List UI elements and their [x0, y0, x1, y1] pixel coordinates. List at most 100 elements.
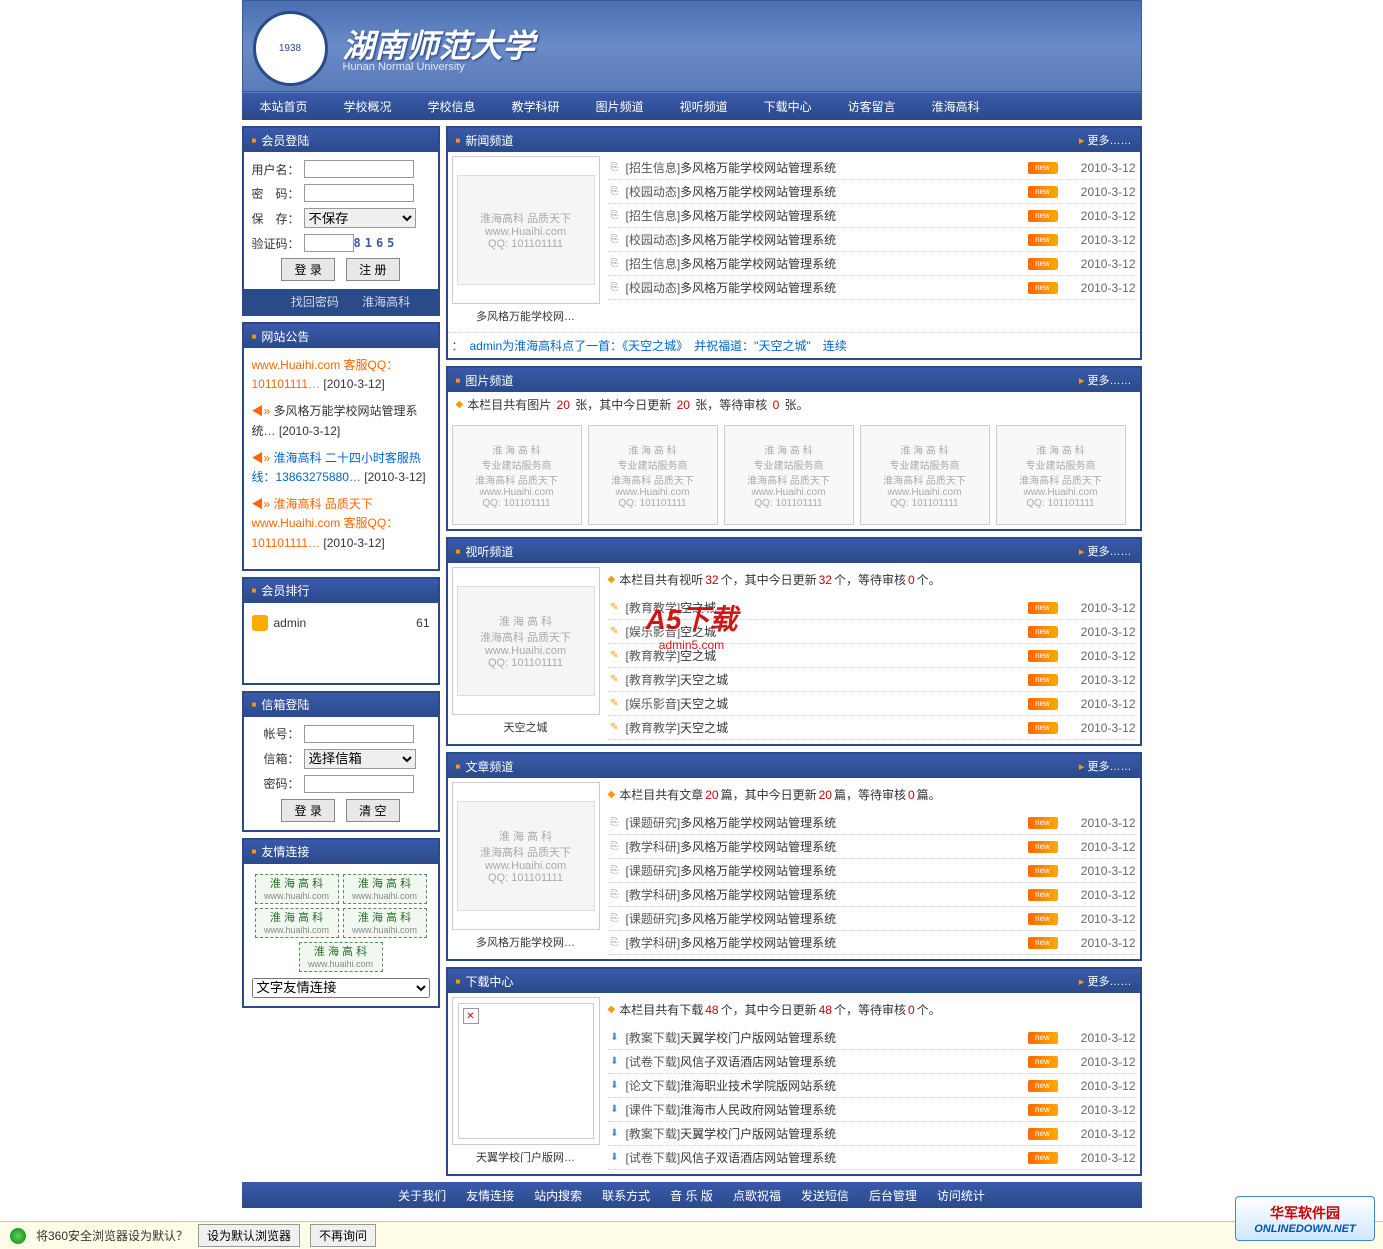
gallery-thumbnail[interactable]: 淮 海 高 科专业建站服务商淮海高科 品质天下www.Huaihi.comQQ:… [996, 425, 1126, 525]
mail-account-input[interactable] [304, 725, 414, 743]
footer-link[interactable]: 访问统计 [937, 1187, 985, 1204]
list-row[interactable]: ⎘[校园动态] 多风格万能学校网站管理系统new2010-3-12 [608, 180, 1136, 204]
list-row[interactable]: ⬇[教案下载] 天翼学校门户版网站管理系统new2010-3-12 [608, 1026, 1136, 1050]
register-button[interactable]: 注 册 [346, 258, 399, 281]
list-row[interactable]: ⬇[课件下载] 淮海市人民政府网站管理系统new2010-3-12 [608, 1098, 1136, 1122]
footer-link[interactable]: 站内搜索 [534, 1187, 582, 1204]
article-thumbnail[interactable]: 淮 海 高 科淮海高科 品质天下www.Huaihi.comQQ: 101101… [452, 782, 600, 930]
list-row[interactable]: ⬇[教案下载] 天翼学校门户版网站管理系统new2010-3-12 [608, 1122, 1136, 1146]
list-row[interactable]: ✎[教育教学] 空之城new2010-3-12 [608, 596, 1136, 620]
announce-header: 网站公告 [244, 324, 438, 348]
friend-select[interactable]: 文字友情连接 [252, 978, 430, 998]
pic-more-link[interactable]: 更多…… [1079, 372, 1132, 388]
new-badge: new [1028, 258, 1058, 270]
list-row[interactable]: ⎘[课题研究] 多风格万能学校网站管理系统new2010-3-12 [608, 859, 1136, 883]
announce-item[interactable]: ◀» 淮海高科 二十四小时客服热线：13863275880… [2010-3-1… [252, 449, 430, 487]
list-row[interactable]: ✎[教育教学] 空之城new2010-3-12 [608, 644, 1136, 668]
footer-link[interactable]: 发送短信 [801, 1187, 849, 1204]
list-row[interactable]: ⬇[试卷下载] 风信子双语酒店网站管理系统new2010-3-12 [608, 1050, 1136, 1074]
announce-item[interactable]: ◀» 淮海高科 品质天下 www.Huaihi.com 客服QQ：1011011… [252, 495, 430, 553]
news-more-link[interactable]: 更多…… [1079, 132, 1132, 148]
rank-header: 会员排行 [244, 579, 438, 603]
save-select[interactable]: 不保存 [304, 208, 416, 228]
list-row[interactable]: ✎[娱乐影音] 天空之城new2010-3-12 [608, 692, 1136, 716]
list-row[interactable]: ⎘[课题研究] 多风格万能学校网站管理系统new2010-3-12 [608, 907, 1136, 931]
rank-row[interactable]: admin61 [252, 611, 430, 635]
list-row[interactable]: ✎[教育教学] 天空之城new2010-3-12 [608, 716, 1136, 740]
list-row[interactable]: ⎘[招生信息] 多风格万能学校网站管理系统new2010-3-12 [608, 156, 1136, 180]
set-default-button[interactable]: 设为默认浏览器 [198, 1224, 300, 1247]
mail-box-select[interactable]: 选择信箱 [304, 749, 416, 769]
announce-panel: 网站公告 www.Huaihi.com 客服QQ：101101111… [201… [242, 322, 440, 571]
footer-link[interactable]: 联系方式 [602, 1187, 650, 1204]
gallery-thumbnail[interactable]: 淮 海 高 科专业建站服务商淮海高科 品质天下www.Huaihi.comQQ:… [724, 425, 854, 525]
article-thumb-caption: 多风格万能学校网… [452, 934, 600, 950]
friend-link[interactable]: 淮 海 高 科www.huaihi.com [343, 908, 427, 938]
announce-item[interactable]: ◀» 多风格万能学校网站管理系统… [2010-3-12] [252, 402, 430, 440]
download-more-link[interactable]: 更多…… [1079, 973, 1132, 989]
mail-login-button[interactable]: 登 录 [281, 799, 334, 822]
list-row[interactable]: ⎘[教学科研] 多风格万能学校网站管理系统new2010-3-12 [608, 883, 1136, 907]
video-more-link[interactable]: 更多…… [1079, 543, 1132, 559]
friend-link[interactable]: 淮 海 高 科www.huaihi.com [343, 874, 427, 904]
nav-item[interactable]: 视听频道 [662, 98, 746, 115]
nav-item[interactable]: 淮海高科 [914, 98, 998, 115]
new-badge: new [1028, 186, 1058, 198]
prompt-text: 将360安全浏览器设为默认？ [36, 1227, 188, 1244]
login-button[interactable]: 登 录 [281, 258, 334, 281]
list-row[interactable]: ⎘[校园动态] 多风格万能学校网站管理系统new2010-3-12 [608, 228, 1136, 252]
list-row[interactable]: ⎘[校园动态] 多风格万能学校网站管理系统new2010-3-12 [608, 276, 1136, 300]
list-row[interactable]: ⎘[招生信息] 多风格万能学校网站管理系统new2010-3-12 [608, 204, 1136, 228]
nav-item[interactable]: 本站首页 [242, 98, 326, 115]
captcha-image[interactable]: 8165 [354, 236, 399, 250]
huaihai-link[interactable]: 淮海高科 [362, 295, 410, 309]
item-icon: ⎘ [608, 936, 622, 950]
nav-item[interactable]: 教学科研 [494, 98, 578, 115]
list-row[interactable]: ⎘[教学科研] 多风格万能学校网站管理系统new2010-3-12 [608, 835, 1136, 859]
pic-panel: 图片频道更多…… 本栏目共有图片 20 张，其中今日更新 20 张，等待审核 0… [446, 366, 1142, 531]
new-badge: new [1028, 602, 1058, 614]
item-icon: ⎘ [608, 233, 622, 247]
gallery-thumbnail[interactable]: 淮 海 高 科专业建站服务商淮海高科 品质天下www.Huaihi.comQQ:… [588, 425, 718, 525]
password-input[interactable] [304, 184, 414, 202]
broken-image-icon [458, 1003, 594, 1139]
download-thumbnail[interactable] [452, 997, 600, 1145]
list-row[interactable]: ⬇[论文下载] 淮海职业技术学院版网站系统new2010-3-12 [608, 1074, 1136, 1098]
list-row[interactable]: ⎘[招生信息] 多风格万能学校网站管理系统new2010-3-12 [608, 252, 1136, 276]
list-row[interactable]: ⎘[课题研究] 多风格万能学校网站管理系统new2010-3-12 [608, 811, 1136, 835]
nav-item[interactable]: 学校概况 [326, 98, 410, 115]
gallery-thumbnail[interactable]: 淮 海 高 科专业建站服务商淮海高科 品质天下www.Huaihi.comQQ:… [452, 425, 582, 525]
footer-link[interactable]: 音 乐 版 [670, 1187, 713, 1204]
nav-item[interactable]: 学校信息 [410, 98, 494, 115]
footer-link[interactable]: 点歌祝福 [733, 1187, 781, 1204]
list-row[interactable]: ✎[教育教学] 天空之城new2010-3-12 [608, 668, 1136, 692]
footer-link[interactable]: 关于我们 [398, 1187, 446, 1204]
mail-pass-input[interactable] [304, 775, 414, 793]
captcha-input[interactable] [304, 234, 354, 252]
friend-link[interactable]: 淮 海 高 科www.huaihi.com [255, 908, 339, 938]
news-thumbnail[interactable]: 淮海高科 品质天下www.Huaihi.comQQ: 101101111 [452, 156, 600, 304]
nav-item[interactable]: 访客留言 [830, 98, 914, 115]
friend-link[interactable]: 淮 海 高 科www.huaihi.com [299, 942, 383, 972]
username-input[interactable] [304, 160, 414, 178]
footer-link[interactable]: 友情连接 [466, 1187, 514, 1204]
onlinedown-logo[interactable]: 华军软件园 ONLINEDOWN.NET [1235, 1196, 1375, 1241]
video-thumbnail[interactable]: 淮 海 高 科淮海高科 品质天下www.Huaihi.comQQ: 101101… [452, 567, 600, 715]
gallery-thumbnail[interactable]: 淮 海 高 科专业建站服务商淮海高科 品质天下www.Huaihi.comQQ:… [860, 425, 990, 525]
friend-link[interactable]: 淮 海 高 科www.huaihi.com [255, 874, 339, 904]
list-row[interactable]: ✎[娱乐影音] 空之城new2010-3-12 [608, 620, 1136, 644]
mail-clear-button[interactable]: 清 空 [346, 799, 399, 822]
nav-item[interactable]: 下载中心 [746, 98, 830, 115]
nav-item[interactable]: 图片频道 [578, 98, 662, 115]
forgot-password-link[interactable]: 找回密码 [291, 295, 339, 309]
item-icon: ⬇ [608, 1031, 622, 1045]
item-icon: ✎ [608, 721, 622, 735]
pic-info-text: 本栏目共有图片 20 张，其中今日更新 20 张，等待审核 0 张。 [467, 396, 808, 413]
dont-ask-button[interactable]: 不再询问 [310, 1224, 376, 1247]
list-row[interactable]: ⎘[教学科研] 多风格万能学校网站管理系统new2010-3-12 [608, 931, 1136, 955]
announce-item[interactable]: www.Huaihi.com 客服QQ：101101111… [2010-3-1… [252, 356, 430, 394]
list-row[interactable]: ⬇[试卷下载] 风信子双语酒店网站管理系统new2010-3-12 [608, 1146, 1136, 1170]
article-more-link[interactable]: 更多…… [1079, 758, 1132, 774]
item-icon: ⬇ [608, 1079, 622, 1093]
footer-link[interactable]: 后台管理 [869, 1187, 917, 1204]
